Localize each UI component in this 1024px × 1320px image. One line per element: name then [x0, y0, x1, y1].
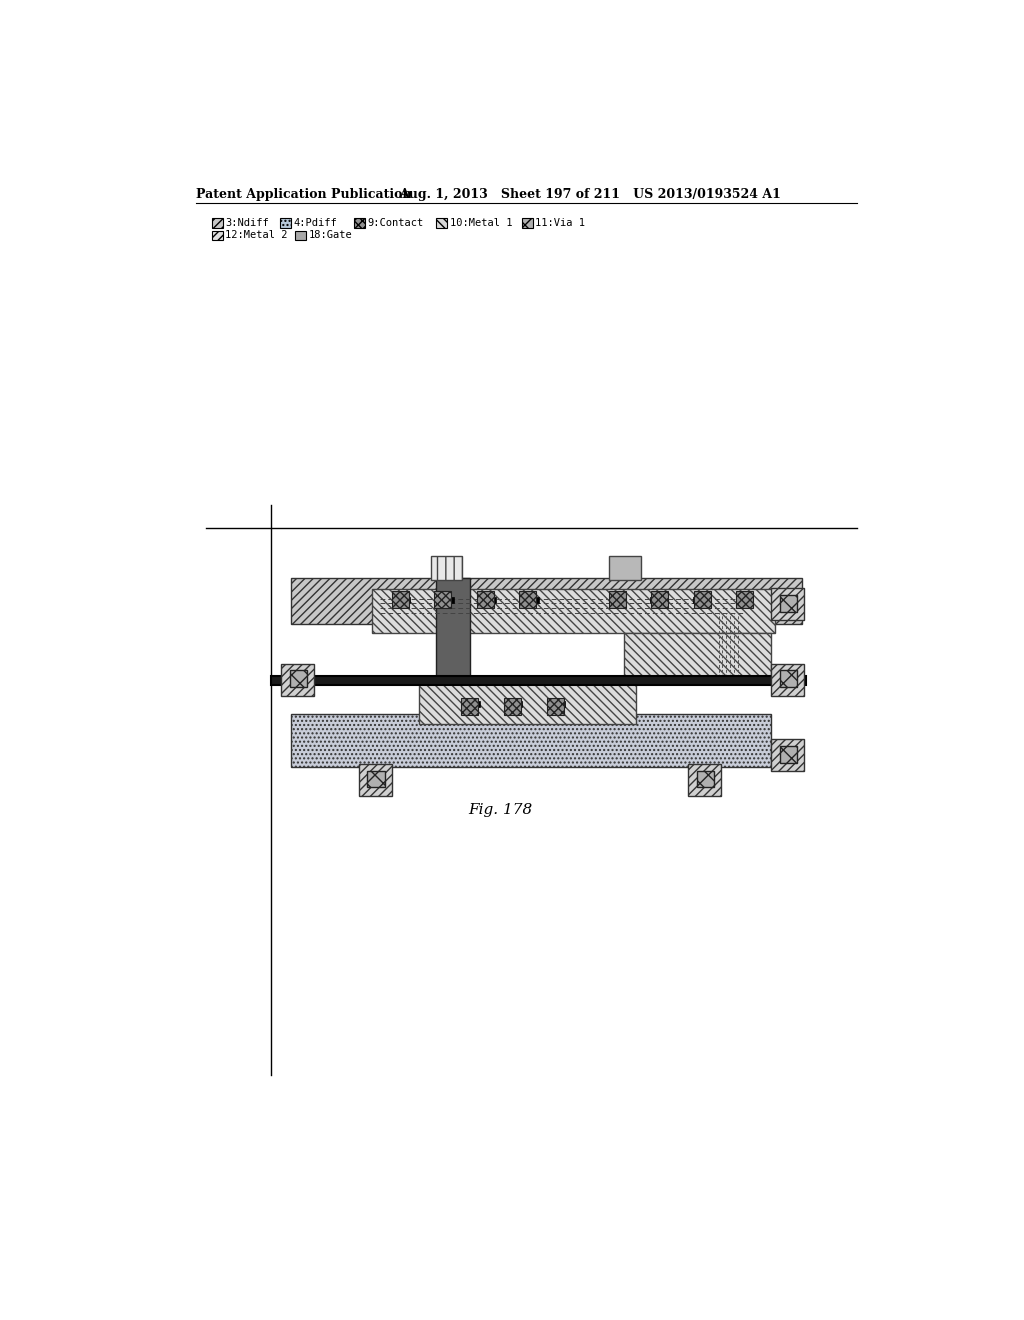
- Bar: [391, 591, 409, 609]
- Bar: [280, 218, 291, 227]
- Bar: [271, 676, 806, 685]
- Bar: [548, 701, 565, 708]
- Bar: [624, 634, 771, 682]
- Text: 9:Contact: 9:Contact: [368, 218, 424, 228]
- Bar: [504, 698, 521, 715]
- Bar: [372, 589, 775, 634]
- Bar: [463, 701, 480, 708]
- Bar: [212, 218, 222, 227]
- Bar: [290, 671, 307, 688]
- Bar: [651, 591, 669, 609]
- Bar: [697, 771, 714, 788]
- Bar: [477, 591, 494, 609]
- Bar: [431, 557, 462, 579]
- Bar: [779, 746, 797, 763]
- Bar: [688, 763, 721, 796]
- Bar: [295, 231, 306, 240]
- Bar: [437, 597, 455, 603]
- Bar: [521, 218, 532, 227]
- Bar: [608, 591, 626, 609]
- Bar: [608, 557, 641, 579]
- Text: 12:Metal 2: 12:Metal 2: [225, 231, 288, 240]
- Bar: [212, 231, 222, 240]
- Bar: [393, 597, 410, 603]
- Bar: [693, 597, 710, 603]
- Text: Aug. 1, 2013   Sheet 197 of 211   US 2013/0193524 A1: Aug. 1, 2013 Sheet 197 of 211 US 2013/01…: [399, 187, 781, 201]
- Text: 18:Gate: 18:Gate: [308, 231, 352, 240]
- Bar: [368, 771, 385, 788]
- Bar: [608, 597, 626, 603]
- Text: 10:Metal 1: 10:Metal 1: [450, 218, 512, 228]
- Bar: [435, 578, 470, 678]
- Bar: [779, 671, 797, 688]
- Bar: [736, 591, 754, 609]
- Bar: [521, 597, 539, 603]
- Bar: [291, 578, 802, 624]
- Text: 3:Ndiff: 3:Ndiff: [225, 218, 268, 228]
- Bar: [771, 589, 804, 620]
- Bar: [434, 591, 452, 609]
- Bar: [359, 763, 391, 796]
- Bar: [547, 698, 563, 715]
- Bar: [693, 591, 711, 609]
- Bar: [519, 591, 537, 609]
- Text: Patent Application Publication: Patent Application Publication: [197, 187, 412, 201]
- Bar: [506, 701, 522, 708]
- Bar: [282, 664, 314, 696]
- Bar: [479, 597, 496, 603]
- Bar: [419, 682, 636, 725]
- Text: 4:Pdiff: 4:Pdiff: [293, 218, 337, 228]
- Text: 11:Via 1: 11:Via 1: [535, 218, 585, 228]
- Bar: [650, 597, 668, 603]
- Bar: [436, 218, 447, 227]
- Bar: [461, 698, 478, 715]
- Bar: [771, 739, 804, 771]
- Bar: [354, 218, 366, 227]
- Bar: [779, 595, 797, 612]
- Bar: [771, 664, 804, 696]
- Bar: [291, 714, 771, 767]
- Text: Fig. 178: Fig. 178: [468, 803, 532, 817]
